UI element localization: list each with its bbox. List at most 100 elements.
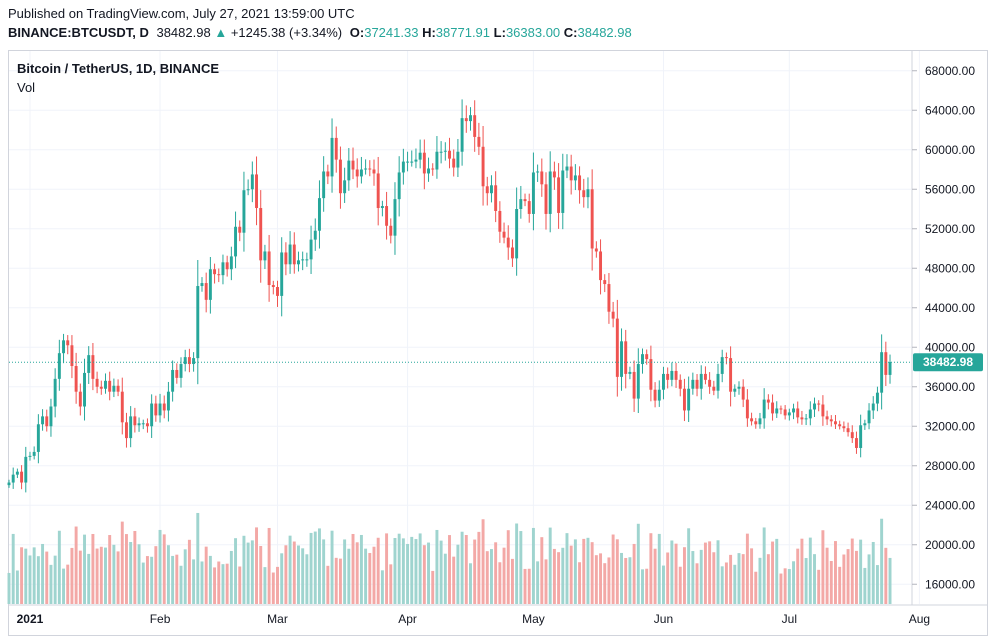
candle-body [389, 225, 393, 236]
candle-body [91, 355, 95, 379]
volume-bar [24, 548, 28, 604]
volume-bar [745, 533, 749, 604]
volume-bar [32, 547, 36, 604]
volume-bar [771, 541, 775, 604]
volume-bar [808, 537, 812, 604]
chart-frame[interactable] [8, 50, 988, 636]
candle-body [800, 417, 804, 420]
volume-bar [578, 562, 582, 604]
volume-bar [641, 569, 644, 604]
candle-body [813, 403, 816, 410]
price-axis[interactable]: 16000.00 20000.00 24000.00 28000.00 32000.00… [912, 64, 975, 592]
volume-bar [179, 565, 183, 604]
candle-body [796, 408, 800, 418]
candle-body [523, 199, 527, 202]
candle-body [724, 357, 728, 359]
candle-body [653, 389, 657, 401]
candle-body [645, 354, 649, 360]
volume-bar [263, 567, 267, 604]
volume-bar [720, 566, 724, 604]
volume-bar [166, 545, 170, 604]
volume-bar [880, 518, 884, 604]
volume-bar [825, 547, 829, 604]
volume-bar [162, 534, 166, 604]
volume-bar [611, 534, 615, 604]
candle-body [368, 168, 372, 170]
volume-bar [724, 562, 728, 604]
time-tick-label: Mar [267, 612, 288, 626]
volume-bar [53, 555, 57, 604]
candle-body [594, 248, 598, 252]
candle-body [548, 171, 552, 214]
volume-bar [687, 528, 691, 604]
volume-bar [271, 572, 275, 604]
candle-body [531, 172, 535, 214]
candle-body [607, 284, 611, 312]
volume-bar [448, 535, 451, 604]
candle-body [187, 357, 191, 365]
candle-body [758, 418, 762, 425]
time-tick-label: Apr [398, 612, 417, 626]
volume-bar [536, 561, 540, 604]
candle-body [674, 370, 678, 380]
volume-bar [473, 539, 477, 604]
volume-bar [292, 541, 296, 604]
candle-body [217, 274, 221, 276]
volume-bar [317, 528, 321, 604]
candle-body [175, 369, 179, 378]
volume-bar [347, 548, 351, 604]
volume-bar [99, 546, 103, 604]
volume-bar [552, 548, 556, 604]
candle-body [536, 171, 540, 173]
candle-body [880, 352, 884, 393]
candle-body [552, 171, 556, 178]
candle-body [133, 416, 137, 426]
candle-body [578, 175, 582, 191]
volume-bar [57, 530, 61, 604]
candle-body [276, 287, 279, 296]
candle-body [477, 136, 481, 147]
candle-body [586, 189, 590, 198]
volume-bar [120, 521, 124, 604]
volume-bar [796, 548, 800, 604]
volume-bar [682, 547, 686, 604]
candle-body [737, 386, 741, 389]
volume-bar [125, 534, 128, 604]
volume-bar [716, 540, 720, 604]
volume-bar [464, 534, 468, 604]
price-tick-label: 52000.00 [925, 222, 975, 236]
volume-bar [544, 559, 548, 604]
volume-bar [213, 567, 217, 604]
time-tick-label: 2021 [17, 612, 44, 626]
low-label: L: [493, 25, 506, 40]
volume-bar [750, 548, 754, 604]
close-value: 38482.98 [577, 25, 632, 40]
symbol-ohlc-line: BINANCE:BTCUSDT, D 38482.98 ▲ +1245.38 (… [8, 25, 632, 40]
candle-body [632, 371, 636, 399]
time-axis[interactable]: 2021 Feb Mar Apr May Jun Jul Aug [17, 612, 930, 626]
candle-body [57, 353, 61, 379]
volume-bar [41, 543, 45, 604]
open-label: O: [349, 25, 365, 40]
volume-bar [141, 562, 145, 604]
candle-body [641, 354, 644, 365]
candle-body [238, 226, 242, 233]
volume-label: Vol [17, 80, 35, 95]
symbol-label[interactable]: BINANCE:BTCUSDT, D [8, 25, 149, 40]
candle-body [225, 262, 229, 270]
candle-body [116, 385, 120, 392]
volume-bar [364, 548, 368, 604]
volume-bar [309, 532, 313, 604]
candle-body [745, 399, 749, 419]
candle-body [611, 311, 615, 319]
volume-bar [78, 550, 82, 604]
volume-bar [657, 533, 661, 604]
candle-body [599, 251, 603, 281]
candle-body [221, 262, 225, 276]
volume-bar [133, 530, 137, 604]
volume-bar [452, 556, 456, 604]
volume-bar [221, 564, 225, 604]
volume-bar [628, 557, 632, 604]
candle-body [179, 364, 183, 378]
